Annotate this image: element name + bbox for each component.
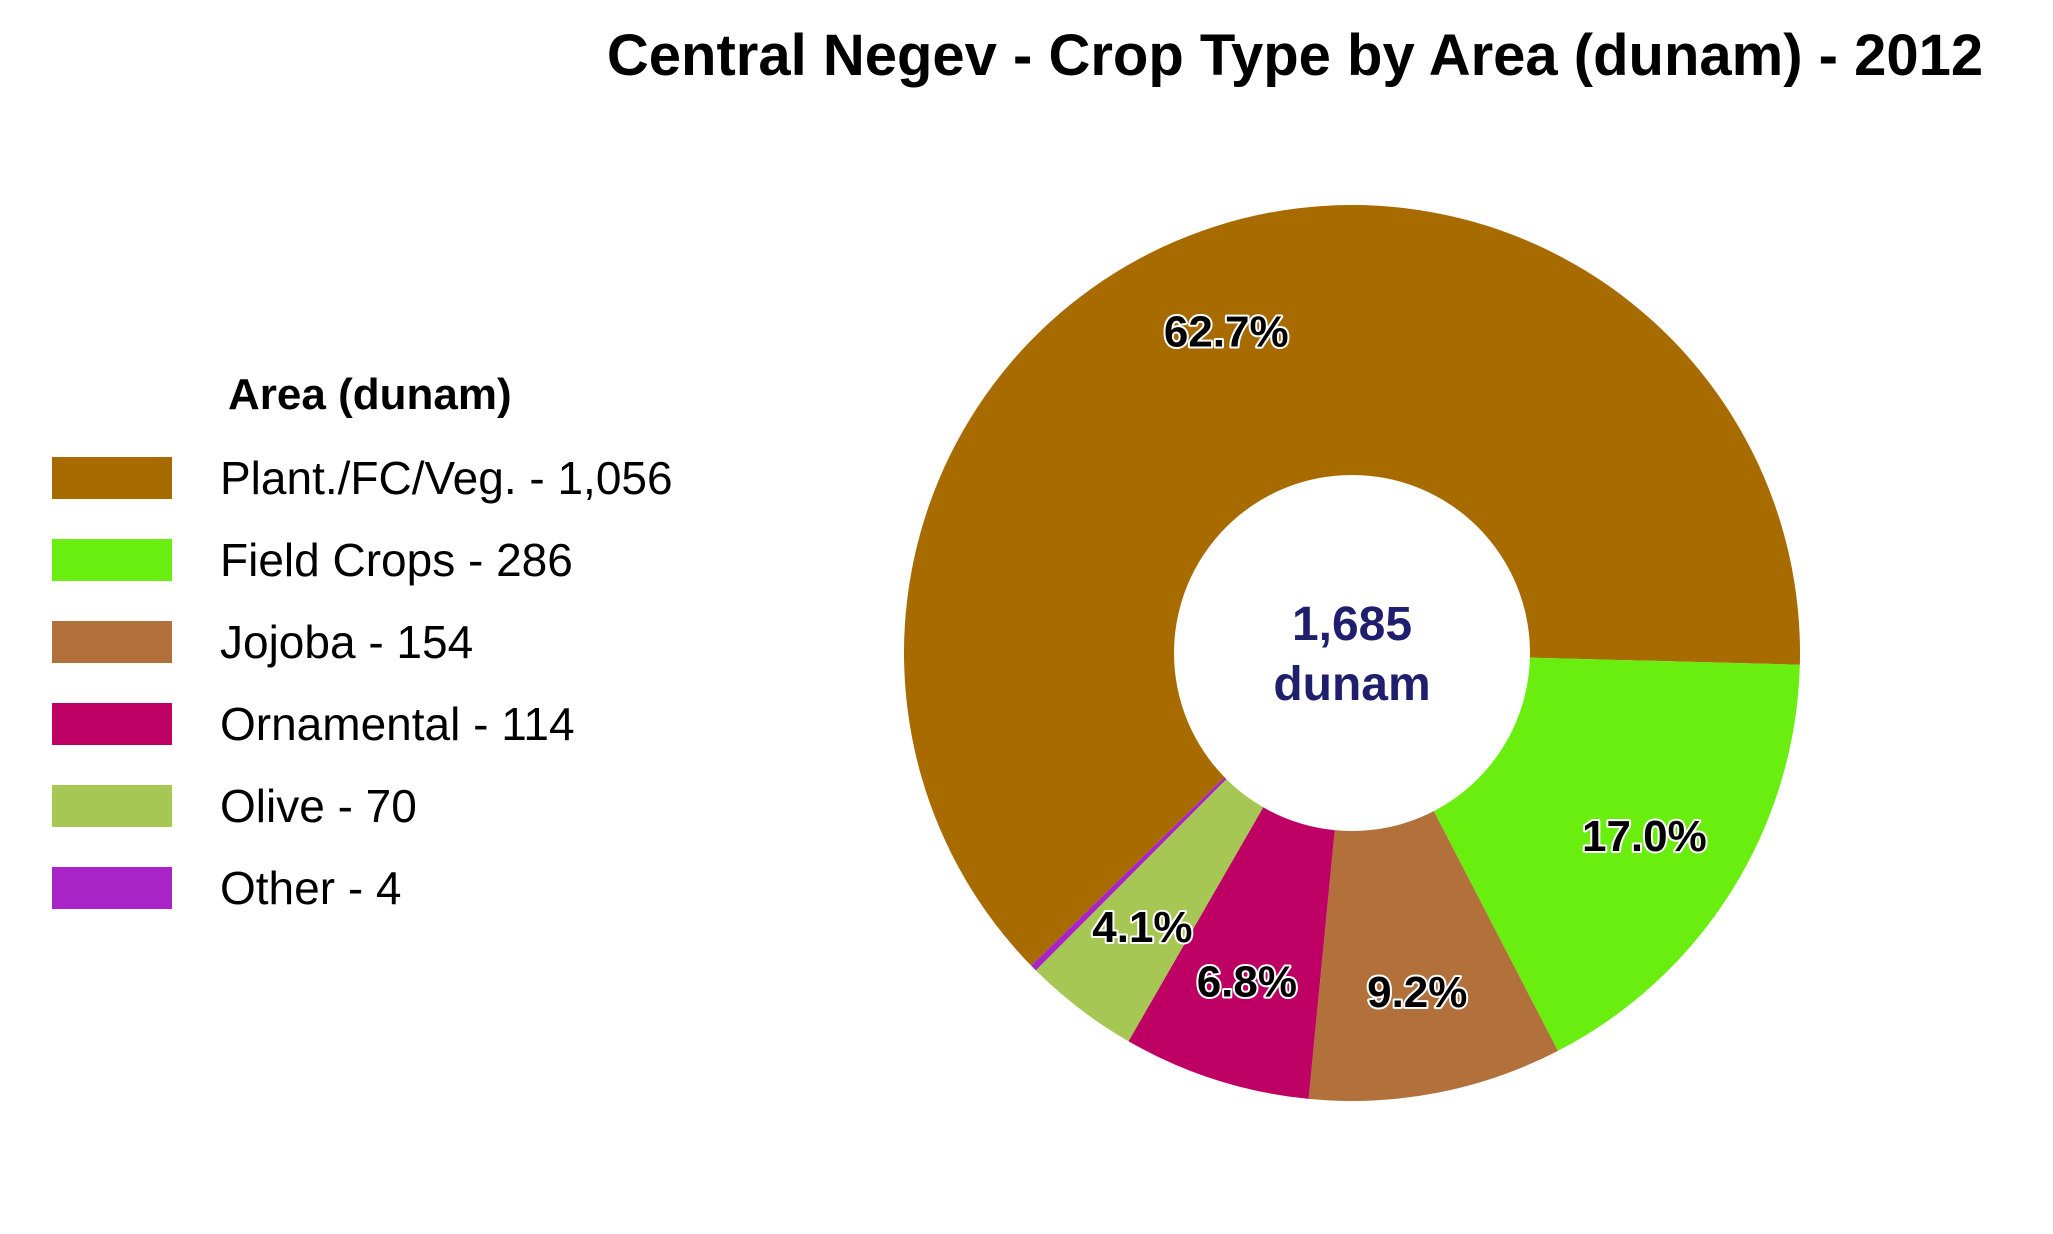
- slice-percent-label: 4.1%: [1092, 903, 1192, 952]
- legend-title: Area (dunam): [228, 370, 512, 419]
- legend-label: Other - 4: [220, 862, 402, 914]
- legend-label: Jojoba - 154: [220, 616, 474, 668]
- slice-percent-label: 6.8%: [1197, 958, 1297, 1007]
- legend-label: Olive - 70: [220, 780, 417, 832]
- slice-percent-label: 9.2%: [1367, 968, 1467, 1017]
- legend-label: Plant./FC/Veg. - 1,056: [220, 452, 673, 504]
- center-total-unit: dunam: [1273, 658, 1430, 711]
- legend-swatch: [52, 621, 172, 663]
- legend-swatch: [52, 785, 172, 827]
- legend-item-plant-fc-veg: Plant./FC/Veg. - 1,056: [52, 448, 673, 508]
- slice-percent-label: 17.0%: [1582, 812, 1707, 861]
- center-total-value: 1,685: [1292, 598, 1412, 651]
- legend-item-jojoba: Jojoba - 154: [52, 612, 473, 672]
- legend-item-field-crops: Field Crops - 286: [52, 530, 573, 590]
- legend-swatch: [52, 539, 172, 581]
- legend-label: Ornamental - 114: [220, 698, 575, 750]
- legend-item-ornamental: Ornamental - 114: [52, 694, 575, 754]
- donut-hole: [1174, 475, 1530, 831]
- legend-item-olive: Olive - 70: [52, 776, 417, 836]
- chart-title: Central Negev - Crop Type by Area (dunam…: [606, 23, 1984, 88]
- slice-percent-label: 62.7%: [1164, 308, 1289, 357]
- legend-swatch: [52, 703, 172, 745]
- slice-labels: 62.7% 17.0% 9.2% 6.8%4.1%: [1090, 306, 1708, 1019]
- legend-label: Field Crops - 286: [220, 534, 573, 586]
- legend-swatch: [52, 457, 172, 499]
- legend-item-other: Other - 4: [52, 858, 402, 918]
- legend-swatch: [52, 867, 172, 909]
